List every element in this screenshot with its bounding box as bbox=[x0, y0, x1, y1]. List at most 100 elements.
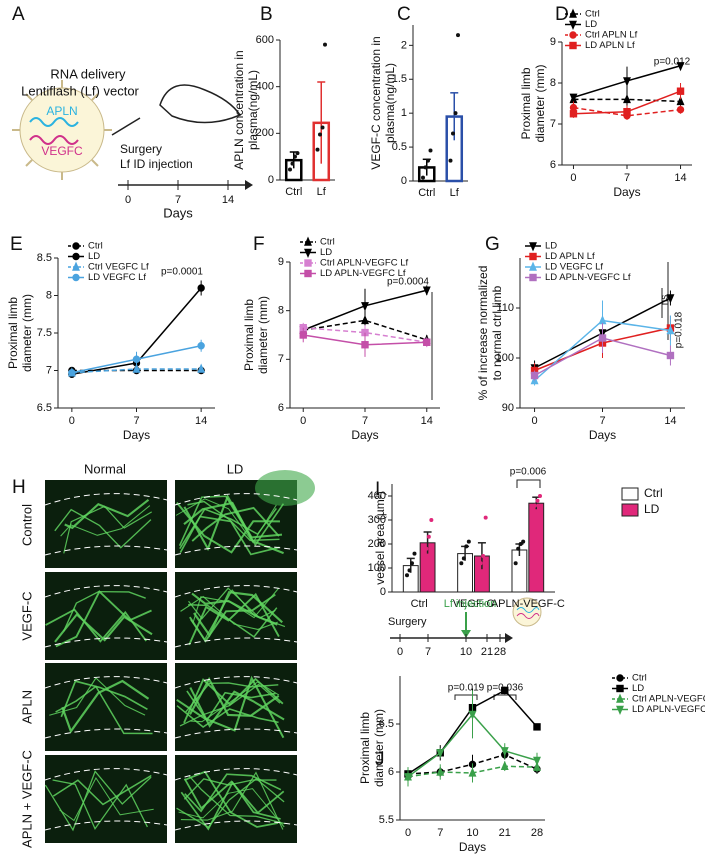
marker bbox=[676, 62, 685, 72]
data-point bbox=[533, 503, 538, 508]
y-tick-label: 400 bbox=[368, 490, 386, 502]
lymphatic-vessel bbox=[55, 589, 152, 648]
row-label: APLN + VEGF-C bbox=[19, 750, 34, 848]
marker bbox=[623, 77, 631, 87]
x-tick-label: Lf bbox=[450, 187, 460, 199]
marker bbox=[197, 284, 205, 292]
y-tick-label: 600 bbox=[256, 34, 274, 46]
micrograph bbox=[44, 572, 168, 660]
tissue-border bbox=[44, 768, 168, 781]
lymphatic-vessel bbox=[176, 675, 285, 739]
y-tick-label: 90 bbox=[502, 402, 514, 414]
y-axis-label: Proximal limb bbox=[242, 299, 256, 371]
marker bbox=[132, 363, 141, 373]
x-tick-label: 0 bbox=[300, 415, 306, 427]
row-label: VEGF-C bbox=[19, 591, 34, 640]
panel-label: F bbox=[253, 234, 265, 255]
annotation: p=0.019 bbox=[448, 683, 485, 694]
micrograph-bg bbox=[175, 663, 297, 751]
timeline-tick: 14 bbox=[222, 194, 234, 206]
marker bbox=[598, 315, 607, 325]
marker bbox=[529, 252, 537, 261]
micrograph bbox=[44, 480, 168, 568]
x-tick-label: 0 bbox=[69, 415, 75, 427]
row-label: APLN bbox=[19, 690, 34, 724]
column-header: Normal bbox=[84, 461, 126, 476]
micrograph-bg bbox=[45, 572, 167, 660]
y-tick-label: 110 bbox=[496, 302, 514, 314]
y-axis-label: diameter (mm) bbox=[372, 709, 386, 787]
panel-label: B bbox=[260, 4, 273, 25]
x-axis-label: Days bbox=[589, 428, 616, 442]
y-tick-label: 6 bbox=[278, 402, 284, 414]
micrograph bbox=[174, 470, 315, 568]
lymphatic-vessel bbox=[187, 500, 280, 542]
y-tick-label: 8.5 bbox=[37, 252, 52, 264]
x-tick-label: 0 bbox=[405, 827, 411, 839]
marker bbox=[666, 325, 675, 335]
timeline-tick-label: 21 bbox=[481, 646, 493, 658]
lymphatic-vessel bbox=[59, 777, 154, 822]
data-point bbox=[404, 573, 409, 578]
marker bbox=[623, 93, 631, 104]
legend-label: Ctrl APLN Lf bbox=[585, 30, 638, 41]
legend-label: LD APLN Lf bbox=[545, 251, 595, 262]
marker bbox=[423, 338, 431, 347]
marker bbox=[616, 674, 624, 682]
lymphatic-vessel bbox=[183, 677, 284, 724]
legend-label: Ctrl bbox=[320, 237, 335, 248]
y-tick-label: 2 bbox=[401, 39, 407, 51]
marker bbox=[501, 686, 509, 695]
tissue-border bbox=[174, 820, 298, 831]
x-tick-label: 7 bbox=[437, 827, 443, 839]
marker bbox=[616, 693, 624, 703]
data-point bbox=[530, 508, 535, 513]
legend-label: LD bbox=[632, 683, 644, 694]
data-point bbox=[428, 148, 433, 153]
timeline-label: Days bbox=[163, 205, 193, 220]
annotation: p=0.018 bbox=[674, 311, 685, 348]
lymphatic-vessel bbox=[44, 770, 152, 832]
lymphatic-vessel bbox=[188, 592, 280, 646]
lymphatic-vessel bbox=[178, 495, 285, 547]
tissue-border bbox=[174, 768, 298, 781]
marker bbox=[299, 331, 307, 339]
data-point bbox=[483, 515, 488, 520]
gene-label: APLN bbox=[46, 104, 77, 118]
data-point bbox=[407, 568, 412, 573]
data-point bbox=[423, 165, 428, 170]
lymphatic-vessel bbox=[186, 690, 276, 722]
series-line bbox=[573, 106, 681, 117]
panel-label: A bbox=[12, 4, 25, 25]
data-point bbox=[516, 546, 521, 551]
micrograph bbox=[174, 663, 298, 751]
y-tick-label: 1 bbox=[401, 107, 407, 119]
y-tick-label: 200 bbox=[368, 538, 386, 550]
annotation: p=0.0001 bbox=[161, 267, 203, 278]
data-point bbox=[448, 158, 453, 163]
y-tick-label: 7 bbox=[46, 364, 52, 376]
legend-label: LD bbox=[545, 241, 557, 252]
marker bbox=[500, 747, 509, 757]
x-tick-label: 14 bbox=[195, 415, 207, 427]
data-point bbox=[426, 534, 431, 539]
tissue-border bbox=[174, 676, 298, 689]
lymphatic-vessel bbox=[191, 506, 280, 542]
annotation: p=0.0004 bbox=[387, 277, 429, 288]
x-tick-label: Ctrl bbox=[418, 187, 435, 199]
micrograph bbox=[174, 572, 298, 660]
panel-label: I bbox=[375, 479, 380, 500]
micrograph-bg bbox=[175, 572, 297, 660]
y-tick-label: 400 bbox=[256, 81, 274, 93]
data-point bbox=[318, 132, 322, 137]
panel-label: H bbox=[12, 477, 26, 498]
y-tick-label: 6.5 bbox=[37, 402, 52, 414]
marker bbox=[666, 351, 675, 360]
marker bbox=[132, 355, 141, 363]
marker bbox=[468, 710, 477, 720]
timeline-tick-label: 7 bbox=[425, 646, 431, 658]
lymphatic-vessel bbox=[52, 779, 148, 830]
data-point bbox=[412, 551, 417, 556]
marker bbox=[72, 242, 80, 250]
data-point bbox=[481, 554, 486, 558]
